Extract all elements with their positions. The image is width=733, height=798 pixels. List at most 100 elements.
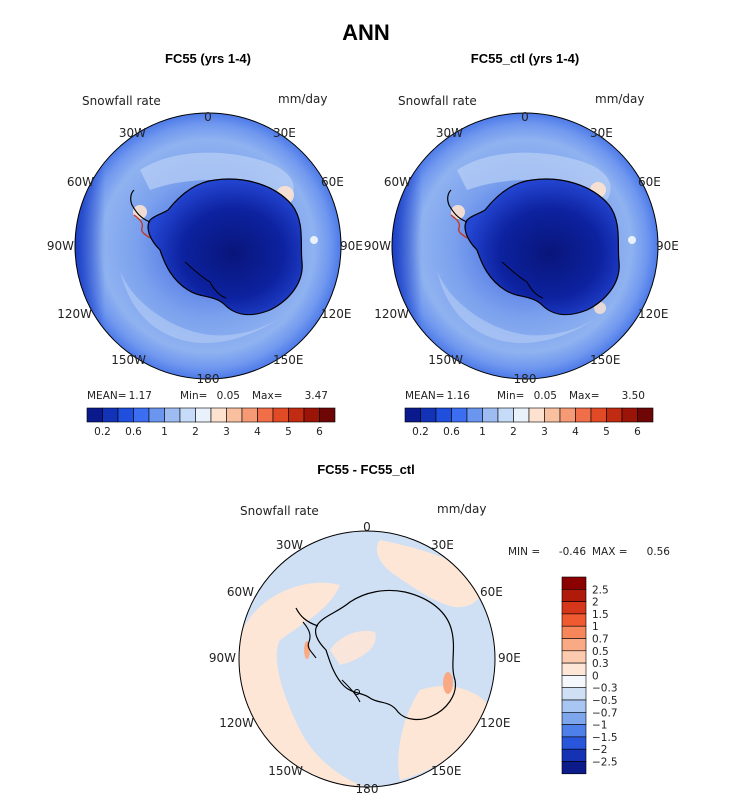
colorbar-swatch [164,407,181,423]
stat-max-label: MAX = [592,546,628,558]
lon-label-120w: 120W [57,307,92,321]
lon-label-60e: 60E [638,175,661,189]
lon-label-150w: 150W [111,353,146,367]
colorbar-swatch [561,736,587,750]
lon-label-180: 180 [197,372,220,386]
colorbar-swatch [561,711,587,725]
stat-mean-value: 1.17 [129,390,152,402]
map-field [75,113,341,379]
colorbar-swatch [288,407,305,423]
colorbar-swatch [561,576,587,590]
colorbar-tick-label: 1 [161,426,168,438]
stat-min-label: MIN = [508,546,540,558]
colorbar-tick-label: 0.2 [412,426,429,438]
colorbar-tick-label: 3 [541,426,548,438]
colorbar-swatch [497,407,514,423]
colorbar-swatch [561,761,587,775]
colorbar-swatch [210,407,227,423]
colorbar-tick-label: 2 [192,426,199,438]
lon-label-180: 180 [514,372,537,386]
colorbar-swatch [561,613,587,627]
colorbar-tick-label: 4 [572,426,579,438]
colorbar-tick-label: −0.7 [592,707,618,719]
lon-label-120e: 120E [638,307,669,321]
panel-difference: FC55 - FC55_ctl Snowfall rate mm/day 0 3… [209,462,670,796]
lon-label-120e: 120E [321,307,352,321]
stat-min-value: 0.05 [217,390,240,402]
colorbar-swatch [544,407,561,423]
stat-mean-value: 1.16 [447,390,471,402]
colorbar-swatch [528,407,545,423]
colorbar-tick-label: −1.5 [592,732,618,744]
colorbar-swatch [303,407,320,423]
colorbar-tick-label: 1 [592,621,599,633]
lon-label-30e: 30E [431,538,454,552]
stat-max-value: 0.56 [647,546,671,558]
colorbar: 0.2 0.6 1 2 3 4 5 6 [404,407,654,438]
colorbar-tick-label: 5 [603,426,610,438]
lon-label-60w: 60W [384,175,411,189]
colorbar-swatch [404,407,421,423]
colorbar-swatch [226,407,243,423]
colorbar-tick-label: 1.5 [592,609,609,621]
colorbar-swatch [561,625,587,639]
lon-label-120e: 120E [480,716,511,730]
stat-min-label: Min= [497,390,524,402]
lon-label-90e: 90E [656,239,679,253]
colorbar-swatch [133,407,150,423]
colorbar-swatch [575,407,592,423]
lon-label-30w: 30W [119,126,146,140]
lon-label-30w: 30W [276,538,303,552]
colorbar-swatch [435,407,452,423]
colorbar-tick-label: −2 [592,744,607,756]
colorbar-swatch [420,407,437,423]
lon-label-90w: 90W [209,651,236,665]
map-field [392,113,658,379]
colorbar-swatch [561,687,587,701]
lon-label-60w: 60W [227,585,254,599]
units-label: mm/day [278,92,328,106]
stat-max-label: Max= [569,390,600,402]
lon-label-150w: 150W [268,764,303,778]
colorbar-tick-label: 0.3 [592,658,609,670]
colorbar-swatch [561,675,587,689]
colorbar-tick-label: 0.2 [94,426,111,438]
stat-min-label: Min= [180,390,207,402]
lon-label-120w: 120W [219,716,254,730]
colorbar-swatch [590,407,607,423]
panel-title: FC55_ctl (yrs 1-4) [471,51,579,66]
colorbar-tick-label: 0 [592,670,599,682]
lon-label-90e: 90E [498,651,521,665]
colorbar-tick-label: 6 [634,426,641,438]
colorbar-swatch [559,407,576,423]
colorbar-tick-label: 5 [285,426,292,438]
lon-label-150w: 150W [428,353,463,367]
colorbar-swatch [148,407,165,423]
panel-fc55-ctl: FC55_ctl (yrs 1-4) Snowfall rate mm/day … [364,51,679,438]
lon-label-150e: 150E [273,353,304,367]
colorbar-tick-label: −1 [592,720,607,732]
lon-label-120w: 120W [374,307,409,321]
colorbar-tick-label: 0.7 [592,634,609,646]
panel-title: FC55 (yrs 1-4) [165,51,251,66]
map-boundary [391,112,659,380]
colorbar-swatch [561,748,587,762]
colorbar-tick-label: 0.5 [592,646,609,658]
colorbar-tick-label: 4 [254,426,261,438]
colorbar-swatch [241,407,258,423]
colorbar-swatch [257,407,274,423]
colorbar-swatch [102,407,119,423]
stat-mean-label: MEAN= [405,390,445,402]
lon-label-180: 180 [356,782,379,796]
lon-label-150e: 150E [590,353,621,367]
colorbar-swatch [637,407,654,423]
lon-label-60w: 60W [67,175,94,189]
stat-min-value: -0.46 [559,546,586,558]
colorbar-swatch [86,407,103,423]
colorbar-swatch [561,638,587,652]
lon-label-150e: 150E [431,764,462,778]
lon-label-0: 0 [521,110,529,124]
stat-max-value: 3.50 [622,390,645,402]
colorbar-tick-label: 0.6 [125,426,142,438]
